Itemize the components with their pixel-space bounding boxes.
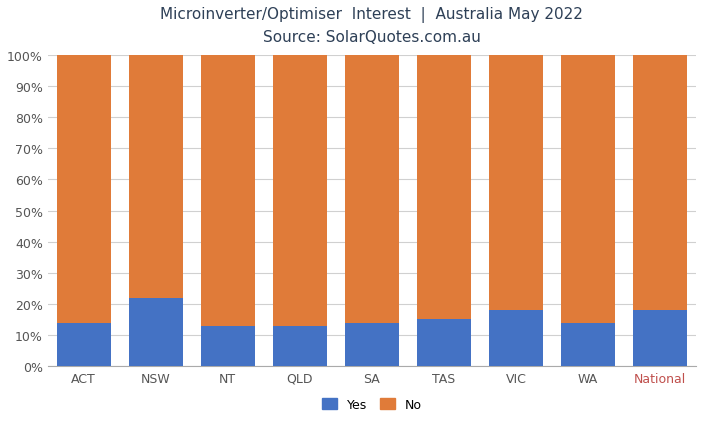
Bar xyxy=(273,56,327,326)
Bar xyxy=(489,311,543,366)
Bar xyxy=(489,56,543,311)
Legend: Yes, No: Yes, No xyxy=(317,393,427,416)
Bar xyxy=(201,56,254,326)
Bar xyxy=(129,56,183,298)
Bar xyxy=(633,56,687,311)
Bar xyxy=(129,298,183,366)
Bar xyxy=(561,56,615,323)
Bar xyxy=(417,320,471,366)
Bar xyxy=(345,323,399,366)
Bar xyxy=(57,323,110,366)
Bar xyxy=(201,326,254,366)
Bar xyxy=(561,323,615,366)
Bar xyxy=(345,56,399,323)
Bar xyxy=(273,326,327,366)
Bar xyxy=(417,56,471,320)
Title: Microinverter/Optimiser  Interest  |  Australia May 2022
Source: SolarQuotes.com: Microinverter/Optimiser Interest | Austr… xyxy=(160,7,583,45)
Bar xyxy=(57,56,110,323)
Bar xyxy=(633,311,687,366)
